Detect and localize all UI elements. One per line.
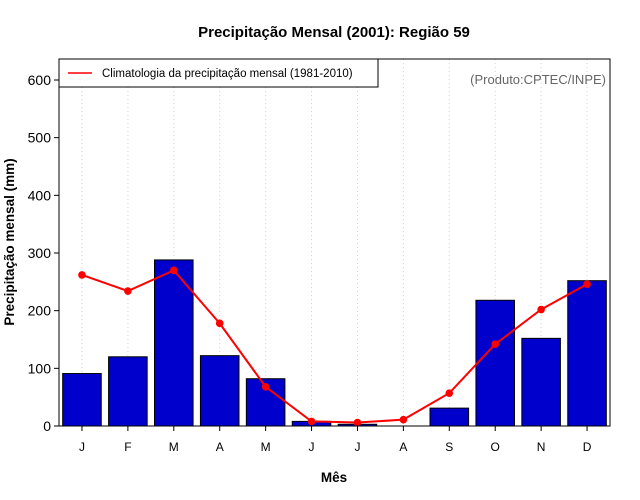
y-tick-label: 600: [28, 72, 52, 88]
x-tick-label: J: [79, 440, 85, 454]
y-tick-label: 500: [28, 130, 52, 146]
climatology-point-6: [307, 417, 316, 426]
bar-4: [199, 355, 240, 427]
legend: Climatologia da precipitação mensal (198…: [58, 58, 379, 88]
bar-series: [62, 259, 607, 427]
climatology-point-8: [399, 415, 408, 424]
x-tick-label: N: [537, 440, 546, 454]
climatology-line: [81, 269, 588, 424]
climatology-point-11: [537, 305, 545, 314]
y-axis: 0 100 200 300 400 500 600: [28, 72, 59, 434]
bar-3: [154, 259, 194, 427]
x-tick-label: J: [309, 440, 315, 454]
y-tick-label: 0: [43, 418, 51, 434]
x-axis-label: Mês: [321, 470, 347, 485]
y-tick-label: 300: [28, 245, 52, 261]
climatology-point-9: [445, 389, 454, 397]
y-tick-label: 400: [28, 187, 52, 203]
x-tick-label: M: [261, 440, 271, 454]
bar-2: [108, 356, 148, 427]
y-tick-label: 100: [28, 360, 52, 376]
climatology-point-7: [353, 418, 362, 427]
climatology-point-3: [169, 266, 178, 275]
climatology-point-10: [491, 340, 500, 348]
y-tick-label: 200: [28, 303, 52, 319]
bar-12: [567, 280, 607, 427]
x-tick-label: A: [216, 440, 224, 454]
climatology-point-2: [124, 287, 132, 295]
chart-title: Precipitação Mensal (2001): Região 59: [198, 24, 470, 41]
x-tick-label: A: [399, 440, 407, 454]
source-note: (Produto:CPTEC/INPE): [470, 72, 606, 87]
y-axis-label: Precipitação mensal (mm): [2, 158, 17, 325]
x-tick-label: O: [491, 440, 500, 454]
climatology-series: [78, 266, 591, 427]
legend-box: [58, 58, 379, 88]
x-tick-label: F: [124, 440, 131, 454]
climatology-point-4: [215, 319, 224, 328]
climatology-point-5: [261, 382, 270, 391]
bar-10: [475, 299, 515, 427]
x-tick-label: D: [583, 440, 592, 454]
climatology-point-12: [583, 280, 591, 288]
x-tick-label: S: [445, 440, 453, 454]
bar-9: [429, 407, 470, 427]
legend-label: Climatologia da precipitação mensal (198…: [102, 68, 353, 80]
climatology-point-1: [78, 271, 86, 279]
x-tick-label: M: [169, 440, 179, 454]
bar-1: [62, 373, 102, 427]
x-tick-label: J: [354, 440, 360, 454]
bar-11: [521, 337, 561, 427]
